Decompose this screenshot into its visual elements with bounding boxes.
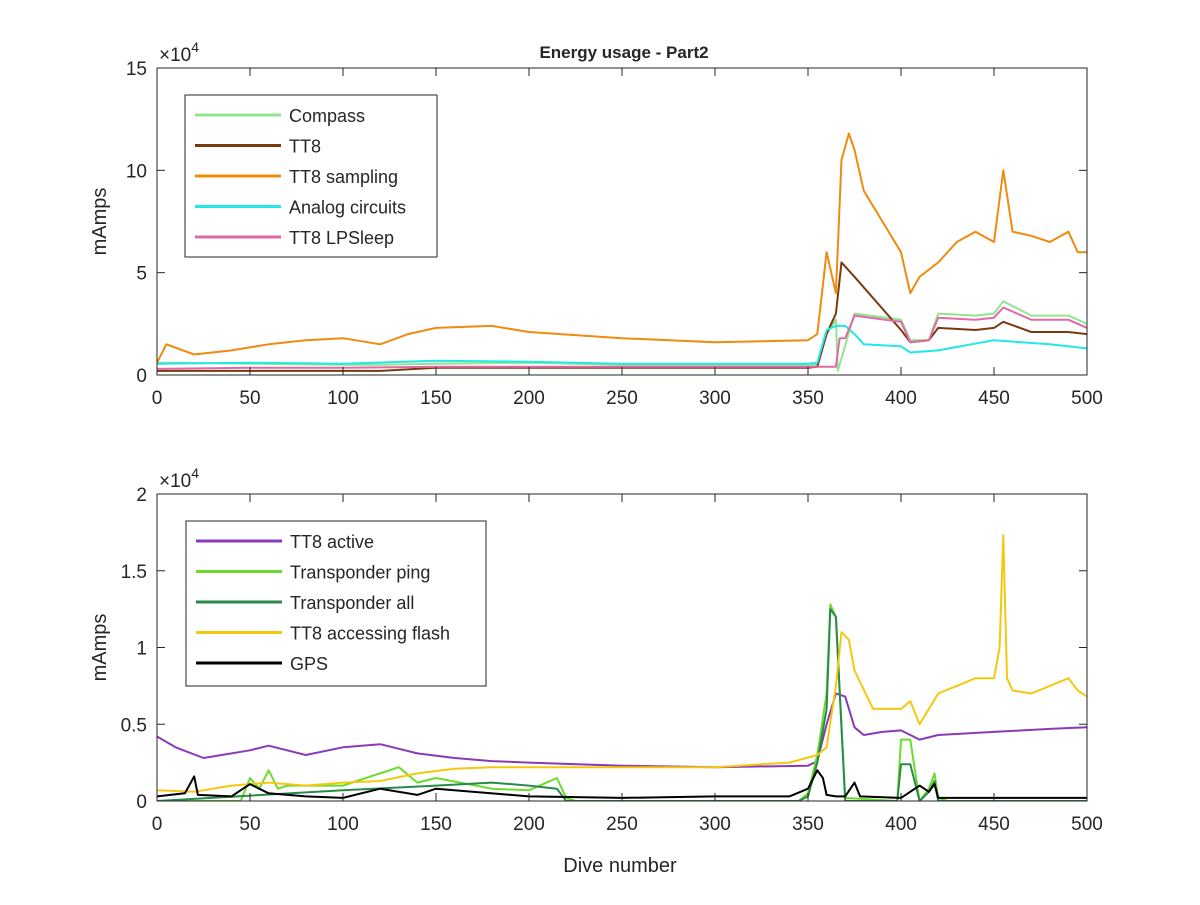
x-tick-label: 0	[152, 814, 163, 835]
series-line-analog-circuits	[157, 324, 1087, 365]
y-exponent-power: 4	[191, 465, 199, 481]
y-tick-label: 1.5	[121, 562, 147, 583]
legend: TT8 active Transponder ping Transponder al…	[185, 520, 487, 687]
x-tick-label: 400	[885, 388, 917, 409]
series-line-transponder-ping	[157, 603, 1087, 801]
legend-entry: TT8 sampling	[289, 167, 398, 187]
chart-title: Energy usage - Part2	[539, 43, 708, 62]
y-tick-label: 15	[126, 59, 147, 80]
y-exponent-base: ×10	[159, 45, 191, 66]
y-exponent-power: 4	[191, 39, 199, 55]
legend-entry: TT8	[289, 137, 321, 157]
legend-entry: TT8 LPSleep	[289, 228, 394, 248]
x-tick-label: 300	[699, 814, 731, 835]
series-group	[157, 534, 1087, 801]
series-line-tt8-accessing-flash	[157, 534, 1087, 793]
x-tick-label: 100	[327, 814, 359, 835]
bottom-chart: 0 50 100 150 200 250 300 350 400 450 500 0 0.5 1 1.5 2 ×…	[89, 465, 1103, 877]
x-tick-label: 0	[152, 388, 163, 409]
top-chart: 0 50 100 150 200 250 300 350 400 450 500 0 5 10 15 ×104…	[89, 39, 1103, 409]
x-tick-label: 450	[978, 388, 1010, 409]
legend: Compass TT8 TT8 sampling Analog circuits TT8…	[184, 94, 438, 258]
legend-entry: TT8 accessing flash	[290, 624, 450, 644]
x-tick-label: 200	[513, 388, 545, 409]
legend-entry: Compass	[289, 106, 365, 126]
x-axis-label: Dive number	[563, 855, 677, 877]
y-tick-label: 0	[136, 366, 147, 387]
y-axis-label: mAmps	[89, 614, 111, 682]
x-tick-label: 350	[792, 388, 824, 409]
legend-entry: Transponder all	[290, 593, 414, 613]
y-tick-label: 5	[136, 264, 147, 285]
y-tick-label: 0.5	[121, 715, 147, 736]
x-tick-label: 50	[239, 388, 260, 409]
x-tick-label: 150	[420, 814, 452, 835]
y-axis-label: mAmps	[89, 188, 111, 256]
y-exponent-label: ×104	[159, 39, 199, 66]
x-tick-label: 150	[420, 388, 452, 409]
legend-entry: Analog circuits	[289, 198, 406, 218]
y-tick-label: 1	[136, 639, 147, 660]
x-tick-label: 350	[792, 814, 824, 835]
legend-entry: Transponder ping	[290, 563, 430, 583]
x-tick-label: 450	[978, 814, 1010, 835]
x-tick-label: 500	[1071, 388, 1103, 409]
series-line-tt8	[157, 261, 1087, 372]
legend-entry: TT8 active	[290, 532, 374, 552]
legend-entry: GPS	[290, 654, 328, 674]
y-tick-label: 0	[136, 792, 147, 813]
x-tick-label: 250	[606, 388, 638, 409]
x-tick-label: 300	[699, 388, 731, 409]
series-line-tt8-sampling	[157, 132, 1087, 364]
x-tick-label: 200	[513, 814, 545, 835]
series-line-compass	[157, 300, 1087, 372]
series-line-tt8-lpsleep	[157, 306, 1087, 370]
x-tick-label: 250	[606, 814, 638, 835]
y-exponent-label: ×104	[159, 465, 199, 492]
x-tick-label: 500	[1071, 814, 1103, 835]
y-tick-label: 10	[126, 161, 147, 182]
y-exponent-base: ×10	[159, 471, 191, 492]
series-group	[157, 132, 1087, 372]
x-tick-label: 50	[239, 814, 260, 835]
x-tick-label: 400	[885, 814, 917, 835]
y-tick-label: 2	[136, 485, 147, 506]
series-line-gps	[157, 769, 1087, 799]
series-line-tt8-active	[157, 692, 1087, 769]
x-tick-label: 100	[327, 388, 359, 409]
